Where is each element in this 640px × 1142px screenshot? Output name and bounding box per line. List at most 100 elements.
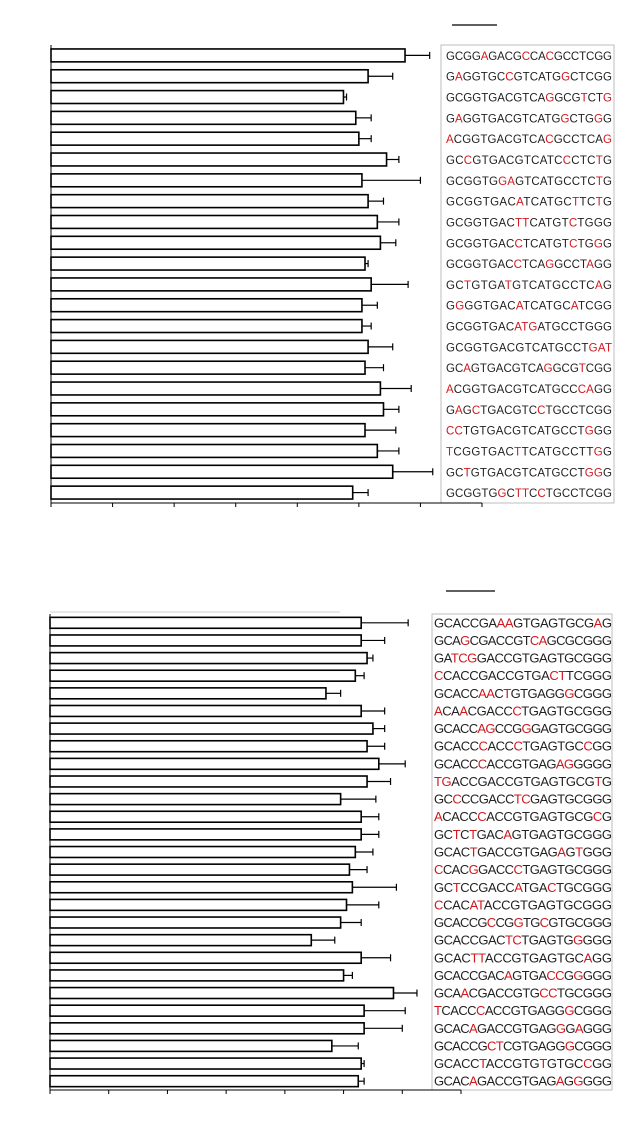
offtarget-sequence: GCACAGACCGTGAGAGGGGG: [434, 1074, 612, 1089]
bar: [50, 297, 363, 313]
bar: [49, 1057, 362, 1070]
offtarget-sequence: GCACCTACCGTGTGTGCCGG: [434, 1056, 612, 1071]
bar: [50, 464, 394, 480]
offtarget-sequence: GCACTTACCGTGAGTGCAGG: [434, 950, 612, 965]
bar: [50, 173, 363, 188]
bar: [49, 704, 362, 718]
offtarget-sequence: GCAACGACCGTGCCTGCGGG: [434, 986, 612, 1001]
bar: [49, 651, 368, 665]
sequence-panel: [440, 44, 615, 504]
offtarget-sequence: GCACCGCCGGTGCGTGCGGG: [434, 915, 612, 930]
offtarget-sequence: GCGGTGGCTTCCTGCCTCGG: [446, 488, 612, 500]
offtarget-sequence: ACGGTGACGTCACGCCTCAG: [446, 134, 612, 146]
bar: [50, 443, 379, 459]
offtarget-sequence: GCAGTGACGTCAGGCGTCGG: [446, 363, 612, 375]
bar: [50, 339, 369, 355]
sequence-panel: [431, 613, 613, 1091]
offtarget-sequence: GCGGTGACATGATGCCTGGG: [446, 322, 612, 334]
offtarget-sequence: GCGGTGACCTCAGGCCTAGG: [446, 259, 612, 271]
bar: [49, 687, 327, 700]
bar: [49, 916, 342, 929]
bar: [50, 193, 369, 209]
bar: [49, 969, 345, 982]
chart-1: GCGGAGACGCCACGCCTCGG GAGGTGCCGTCATGGCTCGG…: [50, 24, 615, 507]
offtarget-sequence: GCTGTGACGTCATGCCTGGG: [446, 467, 612, 479]
bar: [50, 235, 382, 251]
bar: [50, 68, 369, 84]
offtarget-sequence: CCACATACCGTGAGTGCGGG: [434, 897, 612, 912]
bar: [50, 360, 366, 375]
bar: [49, 792, 342, 806]
bar: [49, 616, 362, 630]
bar: [50, 89, 345, 105]
bar: [50, 422, 366, 438]
bar: [49, 828, 362, 841]
offtarget-sequence: ACAACGACCCTGAGTGCGGG: [434, 703, 612, 718]
bar: [50, 402, 385, 417]
bar: [49, 810, 362, 824]
bar: [49, 951, 362, 965]
bar: [50, 110, 357, 126]
offtarget-sequence: GCACCGACTCTGAGTGGGGG: [434, 933, 612, 948]
offtarget-sequence: GCACCCACCCTGAGTGCCGG: [434, 739, 612, 754]
offtarget-sequence: GCGGTGGAGTCATGCCTCTG: [446, 176, 612, 188]
offtarget-sequence: GCTCCGACCATGACTGCGGG: [434, 880, 612, 895]
offtarget-sequence: GCACCCACCGTGAGAGGGGG: [434, 756, 612, 771]
bar: [50, 256, 366, 271]
bar: [49, 863, 351, 876]
bar: [49, 1074, 360, 1088]
bar: [49, 1004, 365, 1017]
offtarget-sequence: ACGGTGACGTCATGCCCAGG: [446, 384, 612, 396]
offtarget-sequence: GCGGAGACGCCACGCCTCGG: [446, 51, 612, 63]
offtarget-sequence: GAGGTGCCGTCATGGCTCGG: [446, 72, 612, 84]
bar: [49, 880, 354, 894]
bar: [49, 739, 368, 753]
offtarget-sequence: CCTGTGACGTCATGCCTGGG: [446, 426, 612, 438]
bar: [49, 986, 395, 1000]
bar: [50, 381, 382, 396]
offtarget-sequence: GGGGTGACATCATGCATCGG: [446, 301, 612, 313]
offtarget-sequence: GCGGTGACCTCATGTCTGGG: [446, 238, 612, 250]
bar: [50, 277, 372, 292]
bar: [50, 131, 360, 146]
offtarget-sequence: GCACAGACCGTGAGGGAGGG: [434, 1021, 612, 1036]
bar: [49, 1039, 333, 1053]
offtarget-sequence: GCACCGACAGTGACCGGGGG: [434, 968, 612, 983]
offtarget-sequence: GCACCAGCCGGGAGTGCGGG: [434, 721, 612, 736]
bar: [49, 634, 362, 647]
bar: [50, 318, 363, 334]
offtarget-sequence: CCACGGACCCTGAGTGCGGG: [434, 862, 612, 877]
offtarget-sequence: GATCGGACCGTGAGTGCGGG: [434, 651, 612, 666]
offtarget-sequence: TCGGTGACTTCATGCCTTGG: [446, 446, 612, 458]
offtarget-sequence: GCAGCGACCGTCAGCGCGGG: [434, 633, 612, 648]
offtarget-sequence: ACACCCACCGTGAGTGCGCG: [434, 809, 612, 824]
bar: [49, 669, 357, 682]
offtarget-sequence: TGACCGACCGTGAGTGCGTG: [434, 774, 612, 789]
offtarget-sequence: TCACCCACCGTGAGGGCGGG: [434, 1003, 612, 1018]
offtarget-sequence: GCACCGCTCGTGAGGGCGGG: [434, 1038, 612, 1053]
offtarget-sequence: GCGGTGACTTCATGTCTGGG: [446, 217, 612, 229]
bar: [50, 214, 379, 230]
offtarget-sequence: GCACTGACCGTGAGAGTGGG: [434, 845, 612, 860]
chart-2: GCACCGAAAGTGAGTGCGAG GCAGCGACCGTCAGCGCGGG…: [49, 590, 613, 1094]
offtarget-sequence: GCCCCGACCTCGAGTGCGGG: [434, 792, 612, 807]
bar: [50, 152, 388, 167]
offtarget-sequence: GCGGTGACGTCAGGCGTCTG: [446, 93, 612, 105]
bar: [49, 845, 357, 859]
offtarget-sequence: GCTCTGACAGTGAGTGCGGG: [434, 827, 612, 842]
bar: [49, 1022, 365, 1035]
bar: [49, 933, 313, 947]
offtarget-sequence: GAGCTGACGTCCTGCCTCGG: [446, 405, 612, 417]
offtarget-sequence: CCACCGACCGTGACTTCGGG: [434, 668, 612, 683]
bar: [50, 485, 354, 500]
bar: [50, 48, 406, 63]
offtarget-sequence: GCGGTGACATCATGCTTCTG: [446, 197, 612, 209]
bar: [49, 775, 368, 788]
offtarget-sequence: GCCGTGACGTCATCCCTCTG: [446, 155, 612, 167]
bar: [49, 722, 374, 735]
bar: [49, 757, 380, 771]
offtarget-sequence: GCACCGAAAGTGAGTGCGAG: [434, 615, 612, 630]
bar: [49, 898, 348, 912]
